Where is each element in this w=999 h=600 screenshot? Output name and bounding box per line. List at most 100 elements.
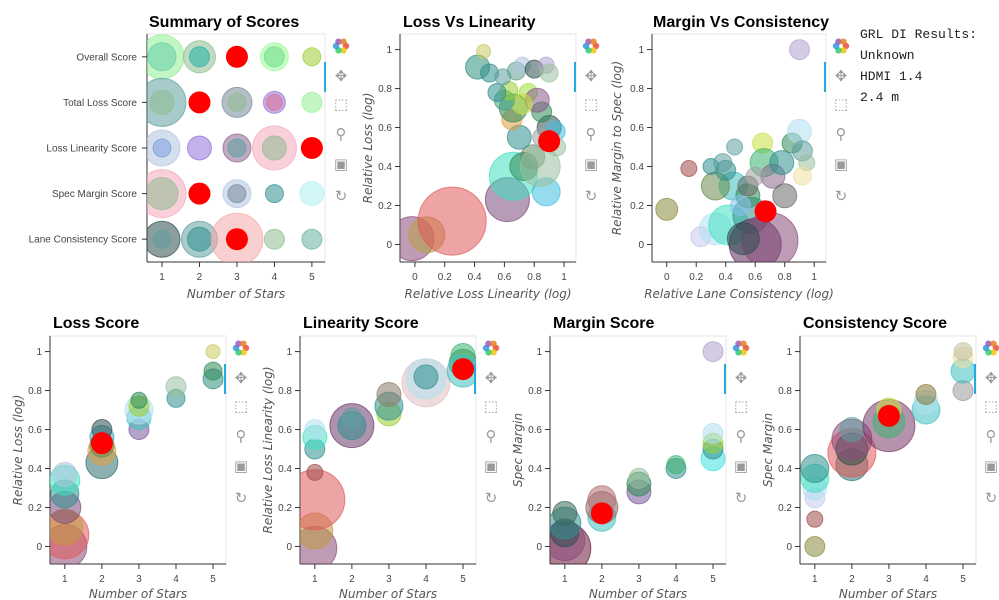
box-zoom-icon[interactable]: ⬚: [983, 397, 999, 415]
data-point[interactable]: [666, 455, 686, 475]
data-point[interactable]: [227, 92, 247, 112]
data-point[interactable]: [304, 419, 326, 441]
reset-icon[interactable]: ↻: [334, 187, 348, 205]
data-point[interactable]: [539, 63, 559, 83]
data-point[interactable]: [953, 342, 973, 362]
data-point[interactable]: [729, 194, 751, 216]
data-point[interactable]: [301, 91, 323, 113]
data-point[interactable]: [713, 153, 733, 173]
data-point[interactable]: [301, 228, 323, 250]
data-point[interactable]: [261, 135, 287, 161]
data-point[interactable]: [769, 150, 795, 176]
data-point[interactable]: [680, 159, 698, 177]
box-zoom-icon[interactable]: ⬚: [333, 95, 349, 113]
save-icon[interactable]: ▣: [733, 457, 749, 475]
save-icon[interactable]: ▣: [333, 155, 349, 173]
highlight-point[interactable]: [225, 45, 248, 68]
data-point[interactable]: [806, 510, 824, 528]
highlight-point[interactable]: [225, 228, 248, 251]
data-point[interactable]: [306, 463, 324, 481]
pan-icon[interactable]: ✥: [334, 67, 348, 85]
data-point[interactable]: [205, 344, 221, 360]
data-point[interactable]: [186, 135, 212, 161]
reset-icon[interactable]: ↻: [734, 489, 748, 507]
data-point[interactable]: [341, 407, 363, 429]
data-point[interactable]: [726, 222, 760, 256]
save-icon[interactable]: ▣: [483, 457, 499, 475]
highlight-point[interactable]: [188, 91, 211, 114]
data-point[interactable]: [772, 183, 798, 209]
data-point[interactable]: [413, 364, 439, 390]
data-point[interactable]: [227, 184, 247, 204]
reset-icon[interactable]: ↻: [484, 489, 498, 507]
data-point[interactable]: [299, 181, 325, 207]
pan-icon[interactable]: ✥: [984, 369, 998, 387]
save-icon[interactable]: ▣: [983, 457, 999, 475]
reset-icon[interactable]: ↻: [584, 187, 598, 205]
pan-icon[interactable]: ✥: [834, 67, 848, 85]
highlight-point[interactable]: [300, 137, 323, 159]
pan-icon[interactable]: ✥: [484, 369, 498, 387]
data-point[interactable]: [52, 461, 78, 487]
highlight-point[interactable]: [590, 502, 613, 525]
highlight-point[interactable]: [452, 358, 475, 381]
pan-icon[interactable]: ✥: [734, 369, 748, 387]
wheel-zoom-icon[interactable]: ⚲: [985, 427, 997, 445]
data-point[interactable]: [302, 47, 322, 67]
box-zoom-icon[interactable]: ⬚: [483, 397, 499, 415]
data-point[interactable]: [745, 166, 765, 186]
data-point[interactable]: [417, 186, 487, 256]
pan-icon[interactable]: ✥: [234, 369, 248, 387]
data-point[interactable]: [227, 138, 247, 158]
save-icon[interactable]: ▣: [833, 155, 849, 173]
highlight-point[interactable]: [754, 200, 777, 223]
save-icon[interactable]: ▣: [583, 155, 599, 173]
save-icon[interactable]: ▣: [233, 457, 249, 475]
box-zoom-icon[interactable]: ⬚: [833, 95, 849, 113]
highlight-point[interactable]: [877, 404, 900, 427]
highlight-point[interactable]: [538, 130, 561, 153]
reset-icon[interactable]: ↻: [234, 489, 248, 507]
highlight-point[interactable]: [188, 182, 211, 205]
data-point[interactable]: [915, 383, 937, 405]
wheel-zoom-icon[interactable]: ⚲: [835, 125, 847, 143]
wheel-zoom-icon[interactable]: ⚲: [735, 427, 747, 445]
data-point[interactable]: [552, 500, 578, 526]
wheel-zoom-icon[interactable]: ⚲: [585, 125, 597, 143]
data-point[interactable]: [628, 467, 650, 489]
data-point[interactable]: [263, 228, 285, 250]
highlight-point[interactable]: [90, 432, 113, 455]
data-point[interactable]: [264, 184, 284, 204]
data-point[interactable]: [144, 129, 181, 167]
data-point[interactable]: [152, 229, 172, 249]
data-point[interactable]: [146, 177, 179, 211]
wheel-zoom-icon[interactable]: ⚲: [235, 427, 247, 445]
data-point[interactable]: [487, 82, 507, 102]
data-point[interactable]: [702, 341, 724, 363]
data-point[interactable]: [792, 166, 812, 186]
data-point[interactable]: [376, 381, 402, 407]
data-point[interactable]: [165, 376, 187, 398]
wheel-zoom-icon[interactable]: ⚲: [335, 125, 347, 143]
box-zoom-icon[interactable]: ⬚: [233, 397, 249, 415]
wheel-zoom-icon[interactable]: ⚲: [485, 427, 497, 445]
box-zoom-icon[interactable]: ⬚: [583, 95, 599, 113]
data-point[interactable]: [804, 535, 826, 557]
data-point[interactable]: [149, 89, 175, 115]
data-point[interactable]: [188, 46, 210, 68]
pan-icon[interactable]: ✥: [584, 67, 598, 85]
data-point[interactable]: [265, 93, 283, 111]
data-point[interactable]: [726, 138, 744, 156]
reset-icon[interactable]: ↻: [834, 187, 848, 205]
data-point[interactable]: [130, 391, 148, 409]
data-point[interactable]: [465, 54, 491, 80]
data-point[interactable]: [476, 44, 492, 60]
data-point[interactable]: [839, 417, 865, 443]
data-point[interactable]: [800, 454, 830, 484]
box-zoom-icon[interactable]: ⬚: [733, 397, 749, 415]
data-point[interactable]: [786, 118, 812, 144]
data-point[interactable]: [788, 39, 810, 61]
data-point[interactable]: [655, 197, 679, 221]
data-point[interactable]: [186, 226, 212, 252]
data-point[interactable]: [203, 361, 223, 381]
